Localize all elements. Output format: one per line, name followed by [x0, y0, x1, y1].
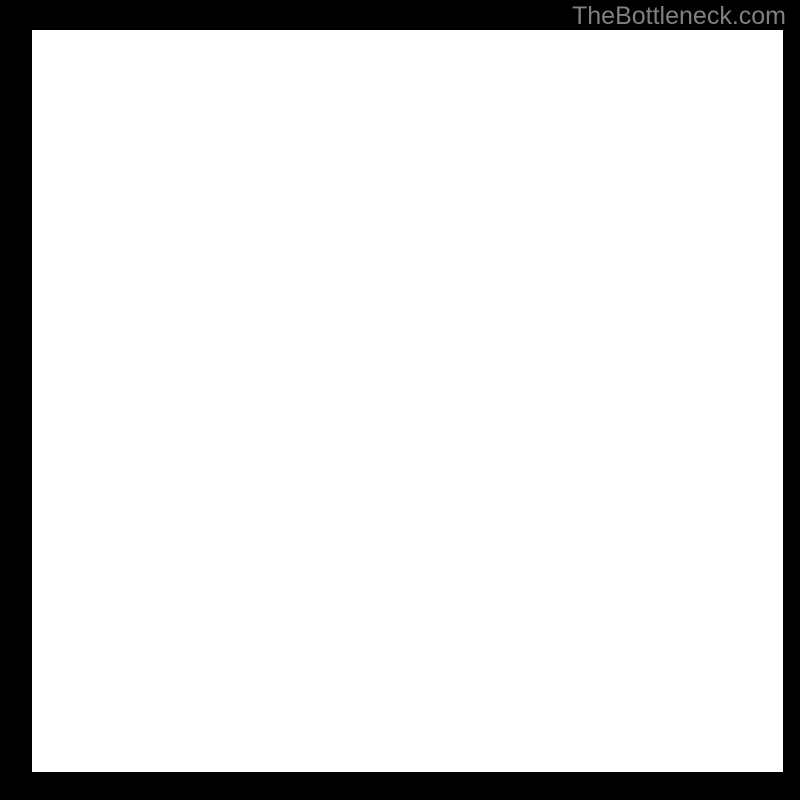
chart-root: TheBottleneck.com	[0, 0, 800, 800]
plot-area	[32, 30, 783, 772]
watermark-text: TheBottleneck.com	[572, 2, 786, 31]
